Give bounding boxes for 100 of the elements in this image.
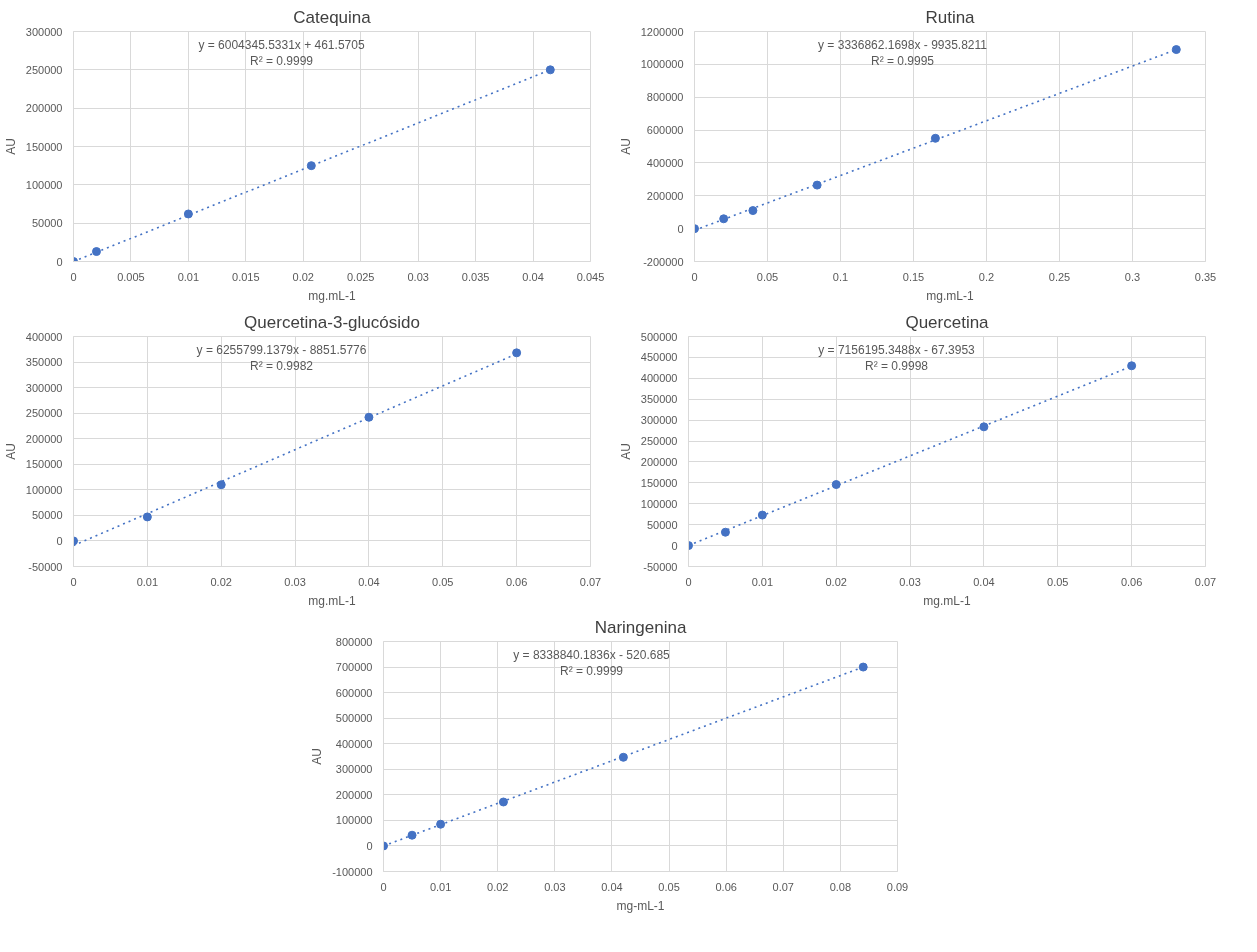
- y-tick-label: 300000: [25, 381, 63, 394]
- y-tick-label: 100000: [335, 814, 373, 827]
- y-tick-label: 500000: [335, 712, 373, 725]
- y-tick-label: 200000: [25, 432, 63, 445]
- x-tick-label: 0.03: [899, 575, 921, 588]
- y-tick-label: 400000: [25, 330, 63, 343]
- x-tick-label: 0.1: [832, 270, 849, 283]
- x-tick-label: 0: [70, 270, 77, 283]
- y-tick-label: 200000: [646, 189, 684, 202]
- annotation: R² = 0.9998: [864, 358, 929, 373]
- point: [831, 480, 841, 490]
- x-tick-label: 0.045: [576, 270, 605, 283]
- point: [618, 752, 628, 762]
- x-tick-label: 0.04: [522, 270, 544, 283]
- annotation: y = 8338840.1836x - 520.685: [513, 647, 671, 662]
- point: [306, 161, 316, 171]
- y-tick-label: 100000: [640, 497, 678, 510]
- y-tick-label: 200000: [640, 455, 678, 468]
- point: [142, 512, 152, 522]
- x-axis-title: mg.mL-1: [926, 288, 974, 303]
- annotation: R² = 0.9995: [870, 53, 935, 68]
- y-tick-label: 1200000: [640, 25, 684, 38]
- point: [1171, 45, 1181, 55]
- y-tick-label: 250000: [25, 407, 63, 420]
- y-tick-label: 150000: [640, 476, 678, 489]
- x-tick-label: 0.015: [232, 270, 260, 283]
- y-tick-label: 100000: [25, 483, 63, 496]
- x-tick-label: 0: [685, 575, 692, 588]
- annotation: y = 6255799.1379x - 8851.5776: [196, 342, 367, 357]
- point: [757, 510, 767, 520]
- x-tick-label: 0.01: [751, 575, 774, 588]
- y-tick-label: 0: [56, 255, 63, 268]
- point: [812, 180, 822, 190]
- chart-title: Quercetina: [905, 312, 990, 332]
- y-axis-title: AU: [310, 748, 325, 765]
- point: [545, 65, 555, 75]
- x-axis-title: mg.mL-1: [308, 288, 356, 303]
- point: [748, 206, 758, 216]
- x-tick-label: 0.25: [1048, 270, 1071, 283]
- y-tick-label: -100000: [332, 865, 373, 878]
- x-tick-label: 0.02: [210, 575, 232, 588]
- y-axis-title: AU: [3, 443, 18, 460]
- y-tick-label: 100000: [25, 178, 63, 191]
- x-tick-label: 0.05: [658, 880, 680, 893]
- y-tick-label: 50000: [31, 217, 63, 230]
- x-tick-label: 0.02: [292, 270, 314, 283]
- y-tick-label: 0: [56, 534, 63, 547]
- x-tick-label: 0: [70, 575, 77, 588]
- y-tick-label: 50000: [646, 518, 678, 531]
- y-tick-label: 700000: [335, 661, 373, 674]
- x-tick-label: 0.03: [284, 575, 306, 588]
- point: [364, 412, 374, 422]
- x-axis-title: mg.mL-1: [923, 593, 971, 608]
- y-tick-label: 400000: [335, 737, 373, 750]
- x-tick-label: 0.3: [1124, 270, 1141, 283]
- x-tick-label: 0.02: [825, 575, 847, 588]
- x-tick-label: 0.05: [1047, 575, 1069, 588]
- y-tick-label: 250000: [25, 63, 63, 76]
- y-tick-label: 400000: [646, 156, 684, 169]
- chart-title: Quercetina-3-glucósido: [244, 312, 420, 332]
- y-tick-label: 800000: [335, 635, 373, 648]
- y-tick-label: 350000: [640, 393, 678, 406]
- x-tick-label: 0.07: [1194, 575, 1217, 588]
- x-tick-label: 0.01: [429, 880, 452, 893]
- x-tick-label: 0.05: [756, 270, 779, 283]
- y-tick-label: 450000: [640, 351, 678, 364]
- y-tick-label: -200000: [643, 255, 684, 268]
- y-tick-label: 150000: [25, 140, 63, 153]
- point: [1127, 361, 1137, 371]
- point: [91, 247, 101, 257]
- y-tick-label: 500000: [640, 330, 678, 343]
- y-tick-label: 1000000: [640, 58, 684, 71]
- x-tick-label: 0.08: [829, 880, 852, 893]
- x-axis-title: mg-mL-1: [616, 898, 665, 913]
- y-tick-label: 300000: [335, 763, 373, 776]
- x-axis-title: mg.mL-1: [308, 593, 356, 608]
- annotation: R² = 0.9982: [249, 358, 314, 373]
- x-tick-label: 0.2: [978, 270, 995, 283]
- x-tick-label: 0.02: [487, 880, 509, 893]
- x-tick-label: 0.35: [1194, 270, 1217, 283]
- point: [719, 214, 729, 224]
- x-tick-label: 0.04: [973, 575, 995, 588]
- x-tick-label: 0.06: [505, 575, 528, 588]
- x-tick-label: 0.15: [902, 270, 925, 283]
- x-tick-label: 0.04: [601, 880, 623, 893]
- y-tick-label: 0: [366, 839, 373, 852]
- chart-title: Rutina: [925, 7, 976, 27]
- x-tick-label: 0.03: [407, 270, 429, 283]
- y-tick-label: 250000: [640, 435, 678, 448]
- point: [183, 209, 193, 219]
- point: [858, 662, 868, 672]
- y-tick-label: 300000: [640, 414, 678, 427]
- x-tick-label: 0.035: [461, 270, 490, 283]
- x-tick-label: 0.05: [432, 575, 454, 588]
- annotation: y = 3336862.1698x - 9935.8211: [818, 37, 988, 52]
- point: [930, 133, 940, 143]
- point: [979, 422, 989, 432]
- point: [436, 819, 446, 829]
- chart-title: Catequina: [293, 7, 372, 27]
- y-tick-label: 150000: [25, 458, 63, 471]
